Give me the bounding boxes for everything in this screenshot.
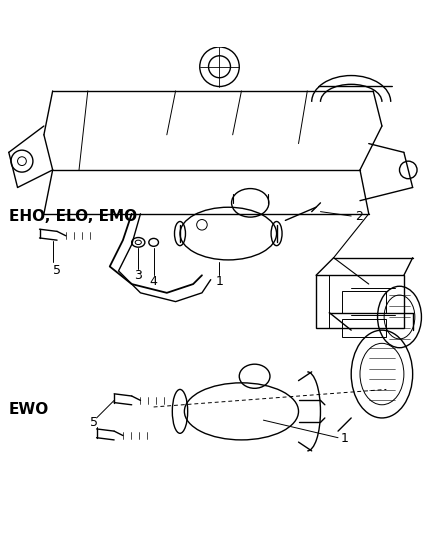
Text: 5: 5 bbox=[53, 264, 61, 277]
Bar bbox=[342, 319, 385, 337]
Text: 1: 1 bbox=[215, 276, 223, 288]
Text: 1: 1 bbox=[340, 432, 348, 445]
Text: 3: 3 bbox=[134, 269, 142, 282]
Bar bbox=[342, 290, 385, 312]
Text: EWO: EWO bbox=[9, 402, 49, 417]
Text: 2: 2 bbox=[355, 209, 363, 222]
Text: 5: 5 bbox=[90, 416, 98, 429]
Text: 4: 4 bbox=[149, 276, 157, 288]
Text: EHO, ELO, EMO: EHO, ELO, EMO bbox=[9, 208, 137, 223]
